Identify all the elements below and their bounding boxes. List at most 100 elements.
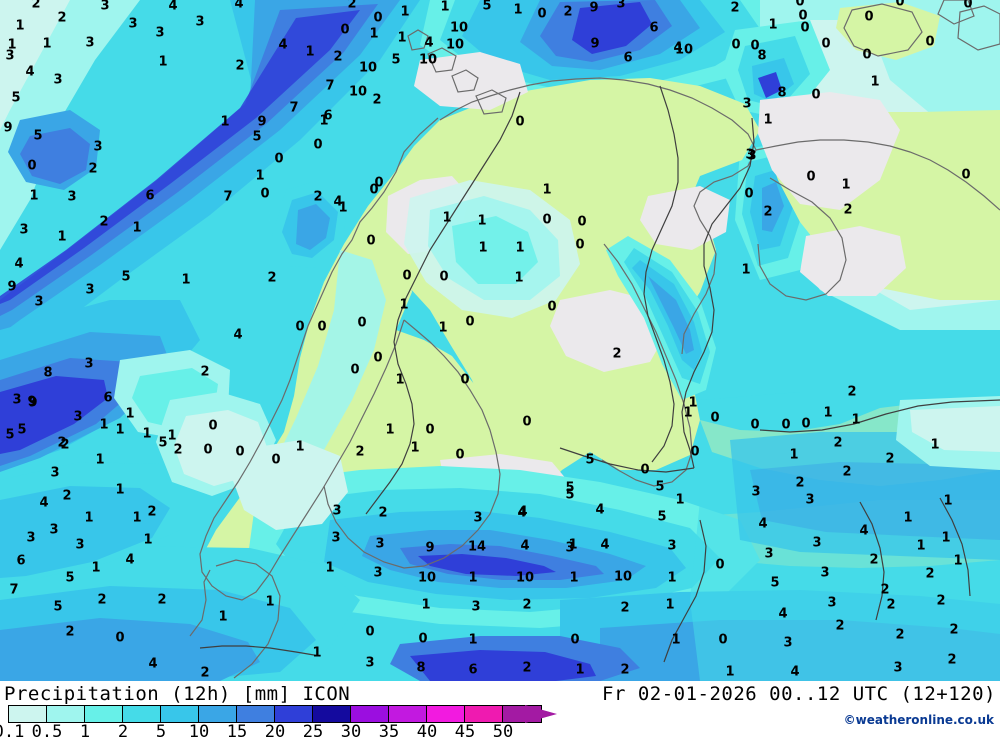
precip-value-label: 3 — [49, 522, 59, 538]
precip-value-label: 0 — [366, 233, 376, 249]
precip-value-label: 4 — [758, 516, 768, 532]
precip-value-label: 2 — [57, 10, 67, 26]
precip-value-label: 1 — [665, 597, 675, 613]
precip-value-label: 10 — [445, 37, 465, 53]
precip-value-label: 4 — [14, 256, 24, 272]
precip-value-label: 2 — [97, 592, 107, 608]
precip-value-label: 0 — [575, 237, 585, 253]
colorbar-tick-label: 20 — [264, 722, 286, 742]
precip-value-label: 1 — [265, 594, 275, 610]
precip-value-label: 0 — [369, 182, 379, 198]
precip-value-label: 2 — [347, 0, 357, 12]
precip-value-label: 2 — [62, 488, 72, 504]
precip-value-label: 7 — [289, 100, 299, 116]
colorbar-tick-label: 1 — [79, 722, 91, 742]
precip-value-label: 5 — [158, 435, 168, 451]
precip-value-label: 2 — [60, 437, 70, 453]
precip-value-label: 1 — [132, 220, 142, 236]
precip-value-label: 1 — [125, 406, 135, 422]
precip-value-label: 1 — [442, 210, 452, 226]
precip-value-label: 0 — [455, 447, 465, 463]
precip-value-label: 0 — [274, 151, 284, 167]
precip-value-label: 1 — [468, 570, 478, 586]
precip-value-label: 2 — [833, 435, 843, 451]
precip-value-label: 0 — [795, 0, 805, 10]
colorbar-swatch — [237, 706, 275, 722]
precip-value-label: 0 — [781, 417, 791, 433]
precip-value-label: 3 — [331, 530, 341, 546]
precip-value-label: 3 — [53, 72, 63, 88]
precip-value-label: 1 — [941, 530, 951, 546]
precip-value-label: 1 — [255, 168, 265, 184]
precip-value-label: 1 — [675, 492, 685, 508]
colorbar-tick-label: 45 — [454, 722, 476, 742]
precip-value-label: 0 — [317, 319, 327, 335]
colorbar-swatch — [161, 706, 199, 722]
precip-value-label: 9 — [7, 279, 17, 295]
precip-value-label: 0 — [313, 137, 323, 153]
precipitation-map[interactable]: 2 3 4 4 2 0 1 1 5 1 0 2 9 3 2 0 0 1 0 0 1 2 3 3 3 0 1 1 4 10 10 6 10 0 0 1 1… — [0, 0, 1000, 681]
precip-value-label: 3 — [34, 294, 44, 310]
precip-value-label: 7 — [9, 582, 19, 598]
precip-value-label: 1 — [399, 297, 409, 313]
precip-value-label: 3 — [751, 484, 761, 500]
precip-value-label: 2 — [522, 660, 532, 676]
precip-value-label: 0 — [340, 22, 350, 38]
precip-value-label: 10 — [418, 52, 438, 68]
precip-value-label: 8 — [777, 85, 787, 101]
colorbar-tick-label: 35 — [378, 722, 400, 742]
precip-value-label: 9 — [28, 395, 38, 411]
colorbar-swatch — [313, 706, 351, 722]
precip-value-label: 8 — [43, 365, 53, 381]
colorbar-swatch — [275, 706, 313, 722]
precip-value-label: 1 — [741, 262, 751, 278]
precip-value-label: 0 — [208, 418, 218, 434]
precip-value-label: 10 — [613, 569, 633, 585]
precip-value-label: 3 — [893, 660, 903, 676]
precip-value-label: 2 — [886, 597, 896, 613]
precip-value-label: 6 — [468, 662, 478, 678]
precip-value-label: 2 — [949, 622, 959, 638]
precip-value-label: 1 — [671, 632, 681, 648]
precip-value-label: 1 — [823, 405, 833, 421]
precip-value-label: 14 — [467, 539, 487, 555]
precip-value-label: 0 — [465, 314, 475, 330]
precip-value-label: 1 — [953, 553, 963, 569]
precip-value-label: 0 — [864, 9, 874, 25]
precip-value-label: 6 — [649, 20, 659, 36]
precip-value-label: 2 — [355, 444, 365, 460]
precip-value-label: 2 — [612, 346, 622, 362]
precipitation-field-svg — [0, 0, 1000, 681]
colorbar-swatch — [465, 706, 503, 722]
precip-value-label: 3 — [747, 148, 757, 164]
precip-value-label: 0 — [373, 10, 383, 26]
precip-value-label: 9 — [257, 114, 267, 130]
precip-value-label: 5 — [33, 128, 43, 144]
precip-value-label: 5 — [565, 487, 575, 503]
precip-value-label: 3 — [667, 538, 677, 554]
precip-value-label: 3 — [471, 599, 481, 615]
colorbar-tick-label: 10 — [188, 722, 210, 742]
precip-value-label: 3 — [373, 565, 383, 581]
precip-value-label: 0 — [365, 624, 375, 640]
precip-value-label: 0 — [271, 452, 281, 468]
precip-value-label: 1 — [99, 417, 109, 433]
precip-value-label: 0 — [402, 268, 412, 284]
precip-value-label: 0 — [710, 410, 720, 426]
precip-value-label: 4 — [168, 0, 178, 14]
precip-value-label: 1 — [575, 662, 585, 678]
precip-value-label: 5 — [17, 422, 27, 438]
precip-value-label: 2 — [936, 593, 946, 609]
precip-value-label: 0 — [537, 6, 547, 22]
precip-value-label: 2 — [31, 0, 41, 12]
precip-value-label: 3 — [128, 16, 138, 32]
precip-value-label: 0 — [798, 8, 808, 24]
precip-value-label: 1 — [95, 452, 105, 468]
precip-value-label: 0 — [425, 422, 435, 438]
precip-value-label: 3 — [19, 222, 29, 238]
precip-value-label: 2 — [267, 270, 277, 286]
precip-value-label: 2 — [333, 49, 343, 65]
precip-value-label: 4 — [424, 35, 434, 51]
precip-value-label: 2 — [925, 566, 935, 582]
snow-area-2 — [550, 290, 668, 372]
